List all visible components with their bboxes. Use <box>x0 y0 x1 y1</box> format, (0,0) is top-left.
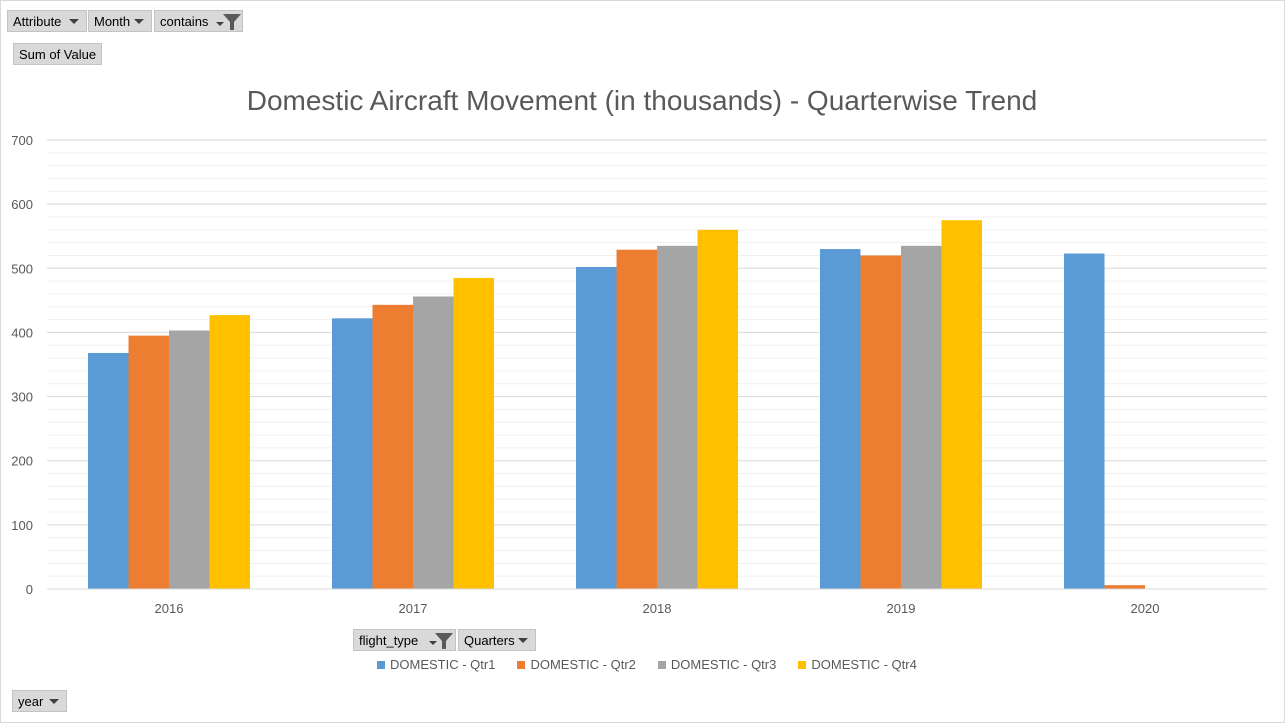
chart-legend: DOMESTIC - Qtr1 DOMESTIC - Qtr2 DOMESTIC… <box>377 657 917 672</box>
quarters-field-label: Quarters <box>464 632 515 648</box>
month-field-label: Month <box>94 13 131 29</box>
y-tick-label: 500 <box>11 261 33 276</box>
year-field-button[interactable]: year <box>12 690 67 712</box>
bar-2018-qtr4 <box>697 229 738 590</box>
bar-2020-qtr1 <box>1064 253 1105 590</box>
bar-2018-qtr3 <box>657 245 698 590</box>
bar-2016-qtr2 <box>128 335 169 589</box>
bar-2017-qtr4 <box>453 277 494 589</box>
x-tick-label: 2017 <box>399 601 428 616</box>
legend-swatch-qtr2 <box>517 660 526 669</box>
legend-label-qtr3: DOMESTIC - Qtr3 <box>670 657 777 672</box>
chart-title: Domestic Aircraft Movement (in thousands… <box>247 85 1038 116</box>
contains-field-button[interactable]: contains <box>154 10 243 32</box>
legend-swatch-qtr3 <box>657 660 666 669</box>
bar-2017-qtr1 <box>332 318 373 589</box>
x-tick-label: 2020 <box>1131 601 1160 616</box>
chevron-down-icon <box>429 641 437 645</box>
chevron-down-icon <box>69 19 79 24</box>
legend-swatch-qtr1 <box>377 660 385 669</box>
attribute-field-button[interactable]: Attribute <box>7 10 87 32</box>
attribute-field-label: Attribute <box>13 13 62 29</box>
bar-2018-qtr1 <box>576 267 617 589</box>
bar-2016-qtr4 <box>209 315 250 589</box>
y-tick-label: 100 <box>11 518 33 533</box>
bar-2019-qtr3 <box>901 245 942 590</box>
legend-label-qtr2: DOMESTIC - Qtr2 <box>530 657 636 672</box>
chevron-down-icon <box>216 22 224 26</box>
y-tick-label: 300 <box>11 390 33 405</box>
quarters-field-button[interactable]: Quarters <box>458 629 536 651</box>
year-field-label: year <box>18 693 44 709</box>
contains-field-label: contains <box>160 13 209 29</box>
chevron-down-icon <box>518 638 528 643</box>
x-tick-label: 2019 <box>887 601 916 616</box>
sum-of-value-label: Sum of Value <box>19 46 97 62</box>
month-field-button[interactable]: Month <box>88 10 152 32</box>
flight-type-field-label: flight_type <box>359 632 419 648</box>
bar-2019-qtr1 <box>820 249 861 590</box>
y-tick-label: 400 <box>11 325 33 340</box>
funnel-filter-icon <box>435 633 453 649</box>
bar-2019-qtr2 <box>860 255 901 589</box>
x-tick-label: 2018 <box>643 601 672 616</box>
funnel-filter-icon <box>223 14 241 30</box>
y-tick-label: 700 <box>11 133 33 148</box>
bar-2019-qtr4 <box>941 220 982 589</box>
y-tick-label: 600 <box>11 197 33 212</box>
bar-2020-qtr2 <box>1104 585 1145 589</box>
legend-item-qtr2: DOMESTIC - Qtr2 <box>517 657 636 672</box>
legend-item-qtr3: DOMESTIC - Qtr3 <box>657 657 777 672</box>
legend-label-qtr4: DOMESTIC - Qtr4 <box>811 657 917 672</box>
legend-item-qtr1: DOMESTIC - Qtr1 <box>377 657 495 672</box>
sum-of-value-button[interactable]: Sum of Value <box>13 43 102 65</box>
chevron-down-icon <box>49 699 59 704</box>
y-tick-label: 0 <box>26 582 33 597</box>
legend-swatch-qtr4 <box>798 660 807 669</box>
x-tick-label: 2016 <box>155 601 184 616</box>
y-tick-label: 200 <box>11 454 33 469</box>
bar-2018-qtr2 <box>616 249 657 590</box>
flight-type-field-button[interactable]: flight_type <box>353 629 456 651</box>
bar-2017-qtr3 <box>413 296 454 589</box>
chevron-down-icon <box>134 19 144 24</box>
bar-2017-qtr2 <box>372 304 413 589</box>
bar-2016-qtr1 <box>88 352 129 589</box>
legend-label-qtr1: DOMESTIC - Qtr1 <box>390 657 496 672</box>
legend-item-qtr4: DOMESTIC - Qtr4 <box>798 657 917 672</box>
bar-2016-qtr3 <box>169 330 210 589</box>
